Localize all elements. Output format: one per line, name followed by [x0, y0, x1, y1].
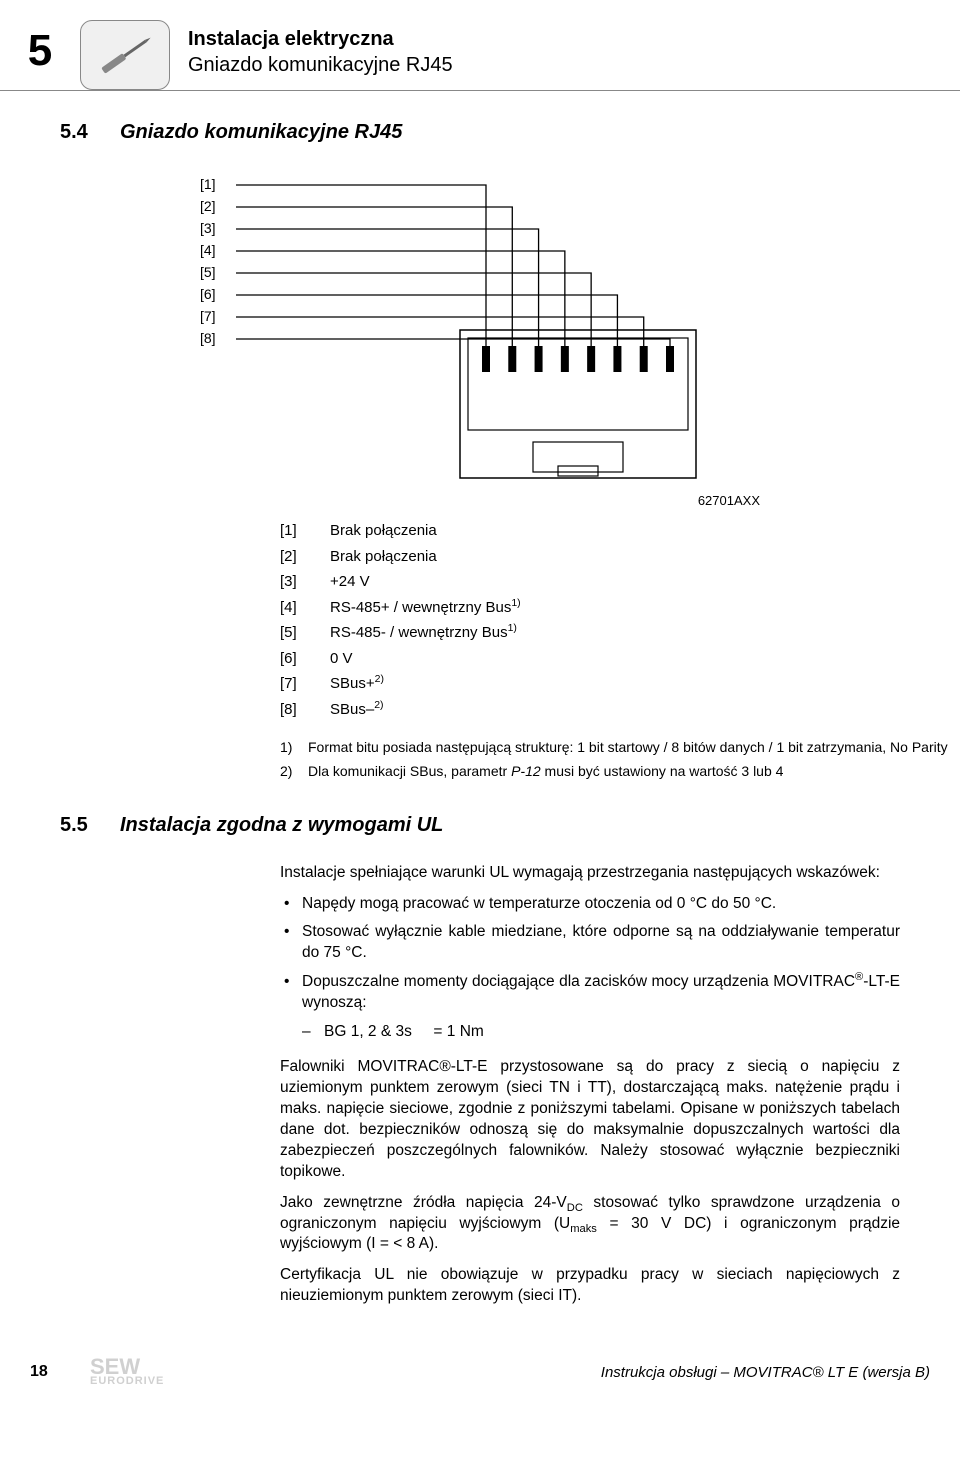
sew-logo: SEW EURODRIVE: [90, 1357, 164, 1387]
footnote-text: Format bitu posiada następującą struktur…: [308, 736, 948, 760]
dash-list: BG 1, 2 & 3s = 1 Nm: [280, 1022, 900, 1043]
pin-row: [6]0 V: [280, 646, 960, 672]
pin-number: [3]: [280, 569, 330, 595]
paragraph-3: Certyfikacja UL nie obowiązuje w przypad…: [280, 1265, 900, 1307]
section-5-4-heading: 5.4Gniazdo komunikacyjne RJ45: [60, 121, 960, 144]
pin-definitions-table: [1]Brak połączenia[2]Brak połączenia[3]+…: [280, 518, 960, 722]
footnote-number: 1): [280, 736, 308, 760]
pin-row: [8]SBus–2): [280, 697, 960, 723]
pin-number: [4]: [280, 595, 330, 621]
pin-row: [3]+24 V: [280, 569, 960, 595]
section-title: Gniazdo komunikacyjne RJ45: [120, 121, 402, 143]
bullet-item: Napędy mogą pracować w temperaturze otoc…: [280, 894, 900, 915]
paragraph-1: Falowniki MOVITRAC®-LT-E przystosowane s…: [280, 1057, 900, 1183]
pin-number: [5]: [280, 620, 330, 646]
page-number: 18: [30, 1363, 90, 1381]
footnotes: 1)Format bitu posiada następującą strukt…: [280, 736, 960, 784]
section-title: Instalacja zgodna z wymogami UL: [120, 814, 443, 836]
section-number: 5.4: [60, 121, 120, 144]
bullet-item: Stosować wyłącznie kable miedziane, któr…: [280, 922, 900, 964]
dash-item: BG 1, 2 & 3s = 1 Nm: [280, 1022, 900, 1043]
header-title: Instalacja elektryczna: [188, 26, 453, 52]
screwdriver-icon: [80, 20, 170, 90]
svg-text:[1]: [1]: [200, 176, 216, 192]
svg-text:[3]: [3]: [200, 220, 216, 236]
svg-text:[8]: [8]: [200, 330, 216, 346]
pin-number: [2]: [280, 544, 330, 570]
pin-description: SBus+2): [330, 671, 384, 697]
bullet-list: Napędy mogą pracować w temperaturze otoc…: [280, 894, 900, 1015]
paragraph-2: Jako zewnętrzne źródła napięcia 24-VDC s…: [280, 1193, 900, 1256]
bullet-item: Dopuszczalne momenty dociągające dla zac…: [280, 972, 900, 1014]
pin-description: RS-485+ / wewnętrzny Bus1): [330, 595, 521, 621]
footnote-number: 2): [280, 760, 308, 784]
header-titles: Instalacja elektryczna Gniazdo komunikac…: [188, 20, 453, 78]
footnote-text: Dla komunikacji SBus, parametr P-12 musi…: [308, 760, 783, 784]
rj45-diagram: [1] [2] [3] [4] [5] [6] [7] [8]: [200, 170, 960, 485]
pin-number: [1]: [280, 518, 330, 544]
pin-description: Brak połączenia: [330, 518, 437, 544]
pin-number: [6]: [280, 646, 330, 672]
header-subtitle: Gniazdo komunikacyjne RJ45: [188, 52, 453, 78]
page-footer: 18 SEW EURODRIVE Instrukcja obsługi – MO…: [0, 1347, 960, 1407]
pin-description: RS-485- / wewnętrzny Bus1): [330, 620, 517, 646]
intro-paragraph: Instalacje spełniające warunki UL wymaga…: [280, 863, 900, 884]
pin-row: [4]RS-485+ / wewnętrzny Bus1): [280, 595, 960, 621]
chapter-number: 5: [0, 20, 80, 76]
section-5-5-heading: 5.5Instalacja zgodna z wymogami UL: [60, 814, 960, 837]
pin-number: [8]: [280, 697, 330, 723]
pin-description: 0 V: [330, 646, 353, 672]
pin-description: Brak połączenia: [330, 544, 437, 570]
pin-description: SBus–2): [330, 697, 384, 723]
footnote-row: 1)Format bitu posiada następującą strukt…: [280, 736, 960, 760]
pin-description: +24 V: [330, 569, 370, 595]
pin-row: [1]Brak połączenia: [280, 518, 960, 544]
page-header: 5 Instalacja elektryczna Gniazdo komunik…: [0, 0, 960, 91]
pin-row: [2]Brak połączenia: [280, 544, 960, 570]
footnote-row: 2)Dla komunikacji SBus, parametr P-12 mu…: [280, 760, 960, 784]
pin-number: [7]: [280, 671, 330, 697]
svg-text:[5]: [5]: [200, 264, 216, 280]
svg-text:[6]: [6]: [200, 286, 216, 302]
footer-text: Instrukcja obsługi – MOVITRAC® LT E (wer…: [164, 1364, 930, 1381]
pin-row: [7]SBus+2): [280, 671, 960, 697]
pin-row: [5]RS-485- / wewnętrzny Bus1): [280, 620, 960, 646]
svg-text:[7]: [7]: [200, 308, 216, 324]
body-text: Instalacje spełniające warunki UL wymaga…: [280, 863, 900, 1308]
section-number: 5.5: [60, 814, 120, 837]
svg-text:[2]: [2]: [200, 198, 216, 214]
svg-text:[4]: [4]: [200, 242, 216, 258]
diagram-code: 62701AXX: [0, 493, 760, 508]
